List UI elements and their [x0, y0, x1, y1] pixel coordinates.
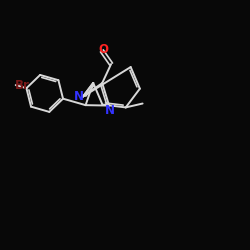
Text: O: O: [98, 43, 108, 56]
Text: N: N: [104, 104, 115, 117]
Text: N: N: [74, 90, 84, 102]
Text: Br: Br: [15, 78, 30, 92]
